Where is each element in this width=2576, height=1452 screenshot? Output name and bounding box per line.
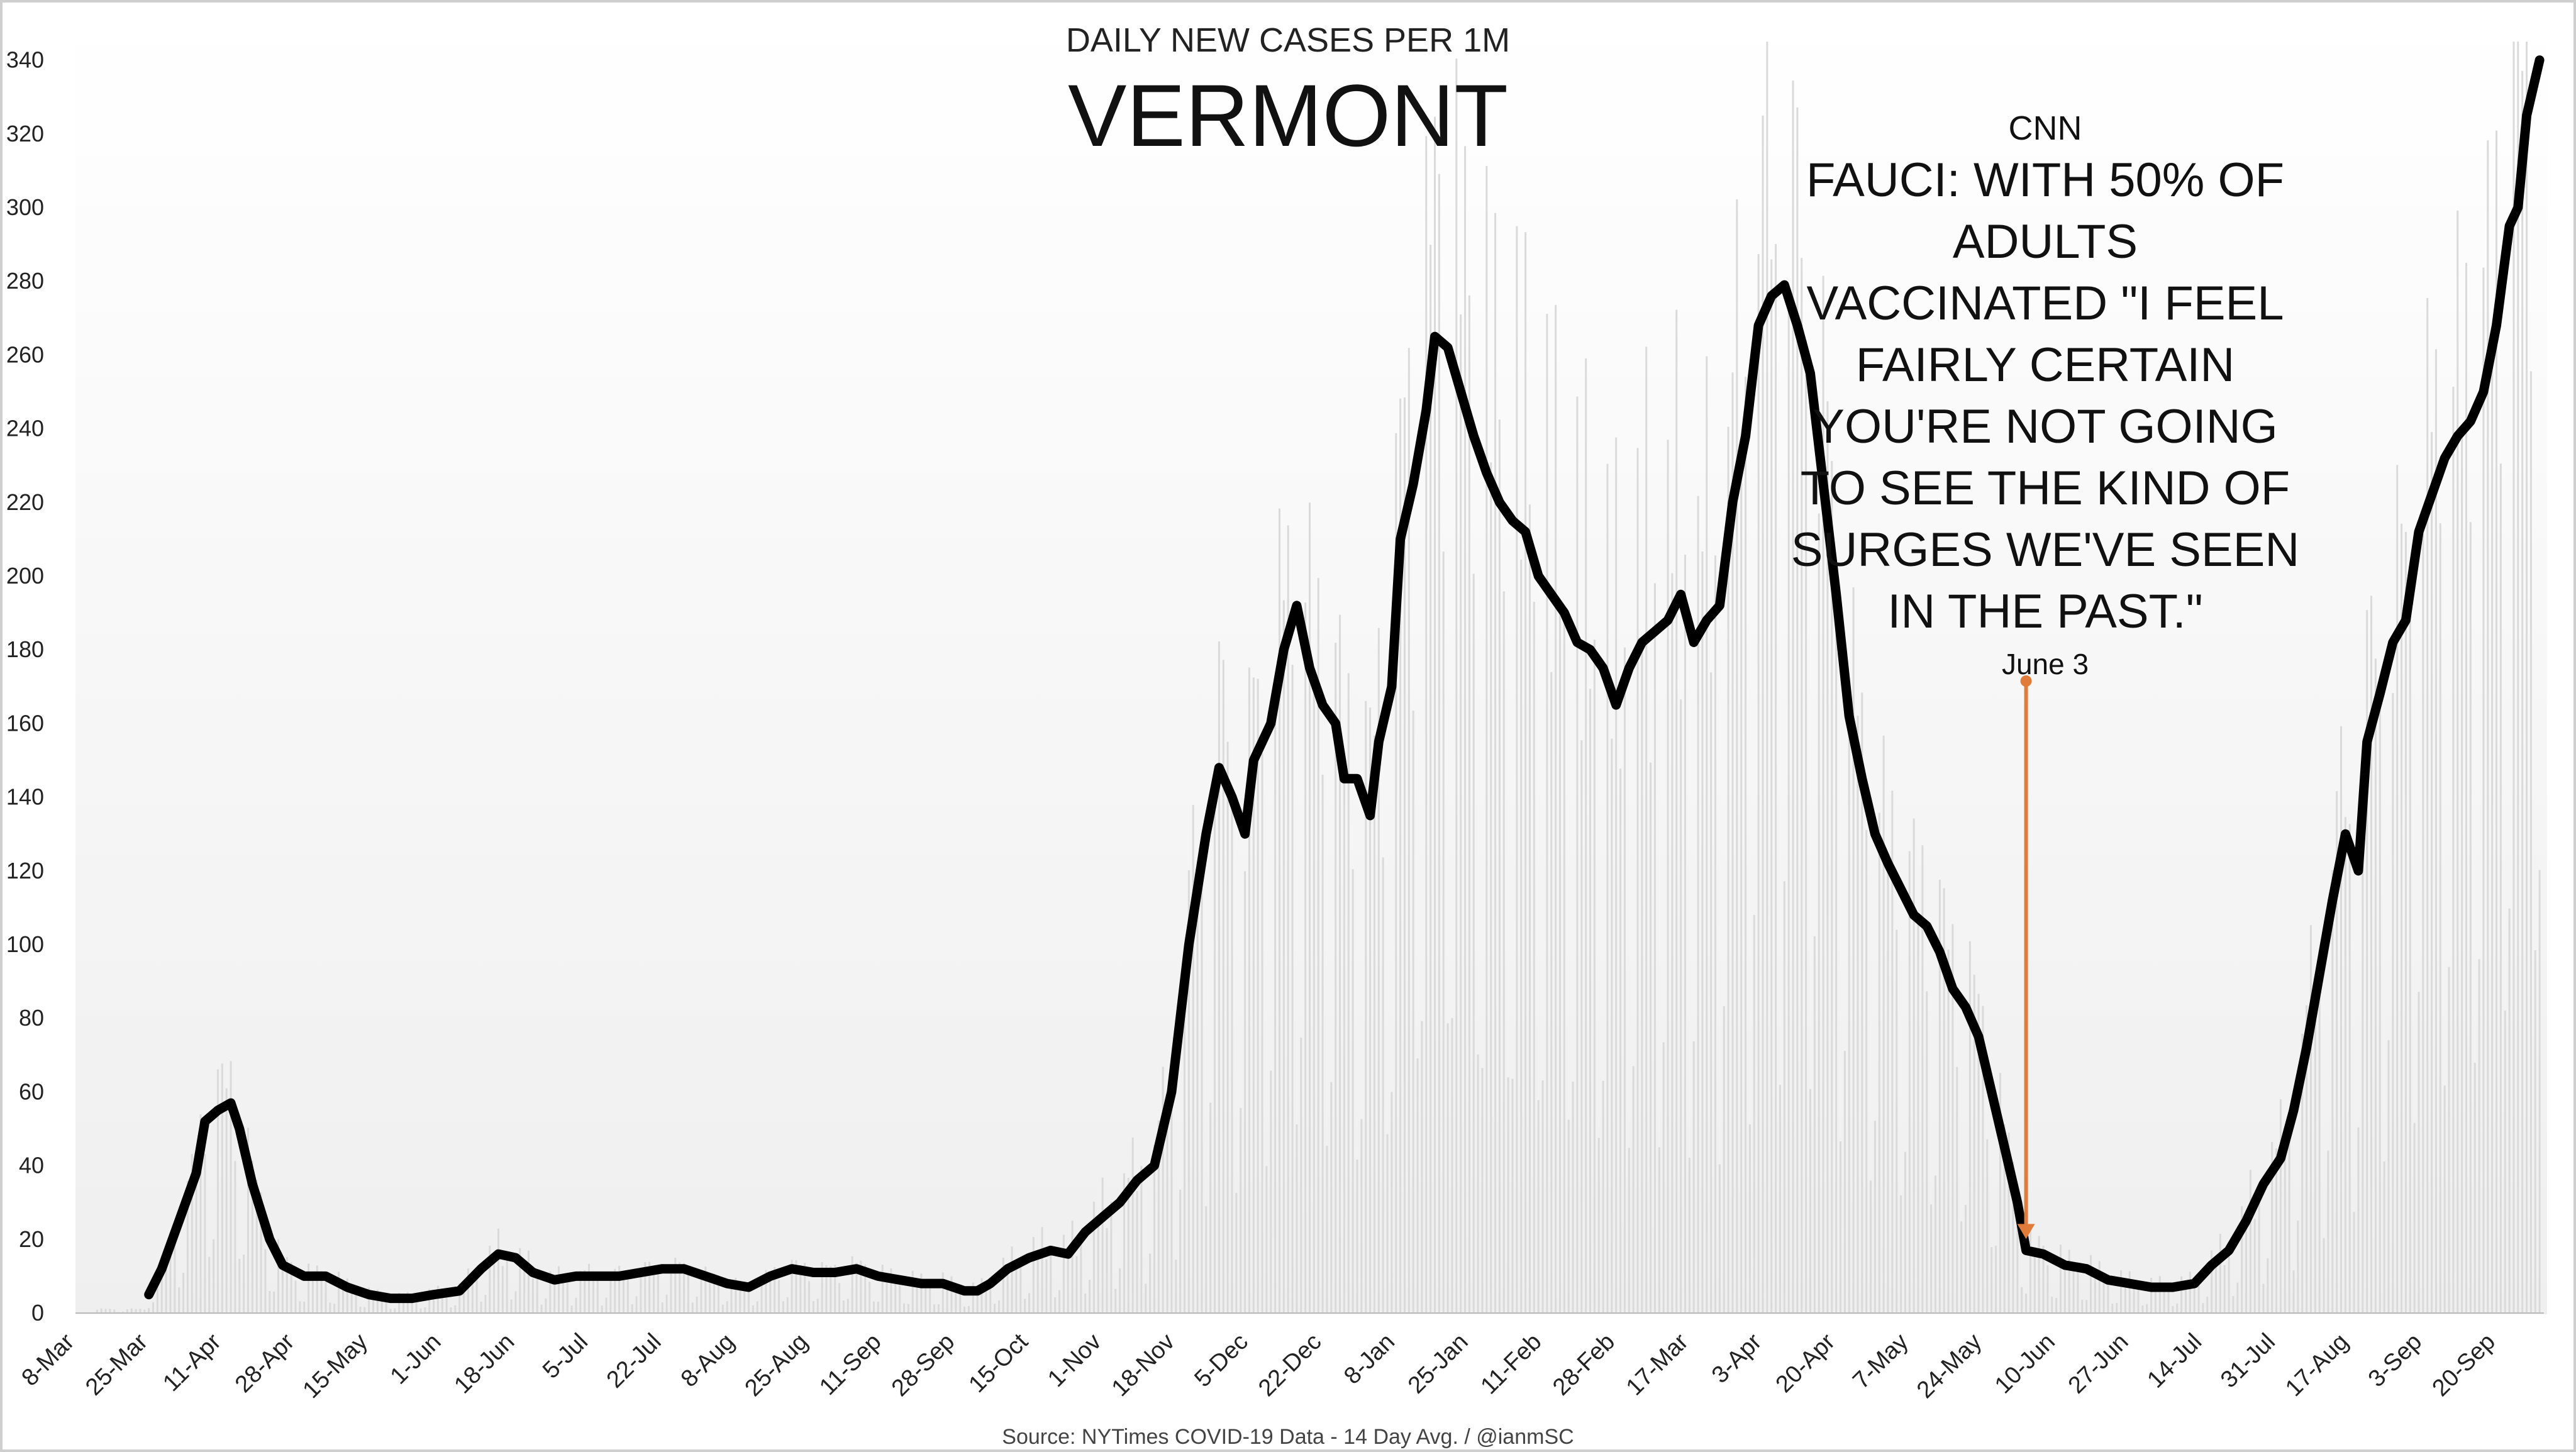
y-tick-label: 240 — [6, 416, 44, 441]
y-tick-label: 140 — [6, 784, 44, 810]
annotation-headline-line: SURGES WE'VE SEEN — [1791, 523, 2299, 577]
annotation-arrow-head — [2017, 1224, 2035, 1239]
y-tick-label: 260 — [6, 341, 44, 367]
annotation-headline-line: FAIRLY CERTAIN — [1856, 338, 2235, 392]
series-line — [144, 55, 2545, 1304]
y-tick-label: 200 — [6, 563, 44, 589]
source-note: Source: NYTimes COVID-19 Data - 14 Day A… — [1002, 1425, 1574, 1449]
y-tick-label: 0 — [31, 1300, 44, 1326]
y-tick-label: 320 — [6, 121, 44, 147]
annotation-headline-line: ADULTS — [1953, 215, 2138, 269]
y-tick-label: 60 — [19, 1078, 44, 1104]
y-axis: 0 20 40 60 80 100 120 140 160 180 200 220 240 260 280 3… — [6, 47, 2544, 1326]
annotation-headline-line: TO SEE THE KIND OF — [1801, 462, 2290, 515]
y-tick-label: 180 — [6, 636, 44, 662]
y-tick-label: 160 — [6, 710, 44, 736]
chart-subtitle: DAILY NEW CASES PER 1M — [1066, 21, 1510, 59]
y-tick-label: 120 — [6, 858, 44, 884]
daily-bars — [96, 42, 2541, 1313]
annotation-source: CNN — [2009, 109, 2082, 147]
chart-title: VERMONT — [1068, 66, 1508, 165]
y-tick-label: 100 — [6, 931, 44, 957]
y-tick-label: 40 — [19, 1153, 44, 1178]
y-tick-label: 300 — [6, 194, 44, 220]
annotation-headline: FAUCI: WITH 50% OF ADULTS VACCINATED "I FE… — [1791, 153, 2299, 638]
y-tick-label: 20 — [19, 1226, 44, 1252]
annotation-arrow-dot — [2020, 675, 2032, 687]
y-tick-label: 80 — [19, 1005, 44, 1031]
annotation-headline-line: VACCINATED "I FEEL — [1807, 277, 2284, 330]
y-tick-label: 280 — [6, 268, 44, 294]
y-tick-label: 340 — [6, 47, 44, 73]
annotation-headline-line: IN THE PAST." — [1887, 585, 2202, 638]
annotation-headline-line: FAUCI: WITH 50% OF — [1806, 153, 2284, 207]
annotation-date-label: June 3 — [2002, 648, 2089, 680]
annotation: CNN FAUCI: WITH 50% OF ADULTS VACCINATED "… — [1791, 109, 2299, 1239]
annotation-headline-line: YOU'RE NOT GOING — [1813, 400, 2277, 453]
y-tick-label: 220 — [6, 489, 44, 515]
